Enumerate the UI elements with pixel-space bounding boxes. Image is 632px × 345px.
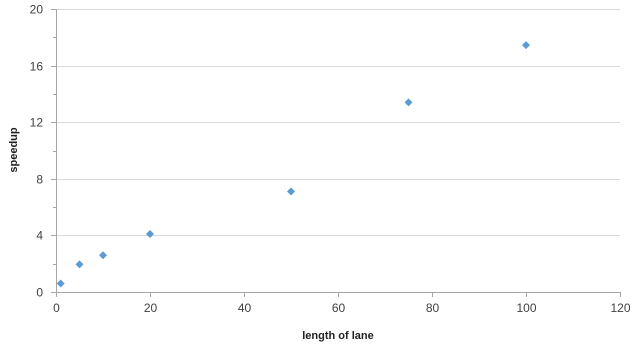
data-point xyxy=(146,229,154,238)
x-tick-label-20: 20 xyxy=(144,301,158,315)
x-tick-label-40: 40 xyxy=(238,301,252,315)
data-points xyxy=(56,41,530,288)
y-tick-label-4: 4 xyxy=(36,229,43,243)
y-axis-ticks: 0 4 8 12 16 20 xyxy=(30,3,56,300)
y-tick-label-16: 16 xyxy=(30,60,44,74)
x-tick-label-80: 80 xyxy=(426,301,440,315)
data-point xyxy=(56,279,65,288)
y-tick-label-8: 8 xyxy=(36,173,43,187)
axes xyxy=(56,9,620,293)
y-tick-label-12: 12 xyxy=(30,116,44,130)
x-tick-label-60: 60 xyxy=(332,301,346,315)
x-axis-title: length of lane xyxy=(302,330,374,342)
x-tick-label-120: 120 xyxy=(610,301,630,315)
data-point xyxy=(404,98,413,107)
gridlines xyxy=(56,9,620,236)
y-axis-title: speedup xyxy=(8,127,20,173)
y-tick-label-20: 20 xyxy=(30,3,44,17)
data-point xyxy=(287,187,295,196)
data-point xyxy=(99,251,107,260)
data-point xyxy=(522,41,530,50)
x-tick-label-0: 0 xyxy=(53,301,60,315)
x-tick-label-100: 100 xyxy=(516,301,536,315)
y-tick-label-0: 0 xyxy=(36,286,43,300)
data-point xyxy=(75,260,84,269)
x-axis-ticks: 0 20 40 60 80 100 120 xyxy=(53,292,631,315)
